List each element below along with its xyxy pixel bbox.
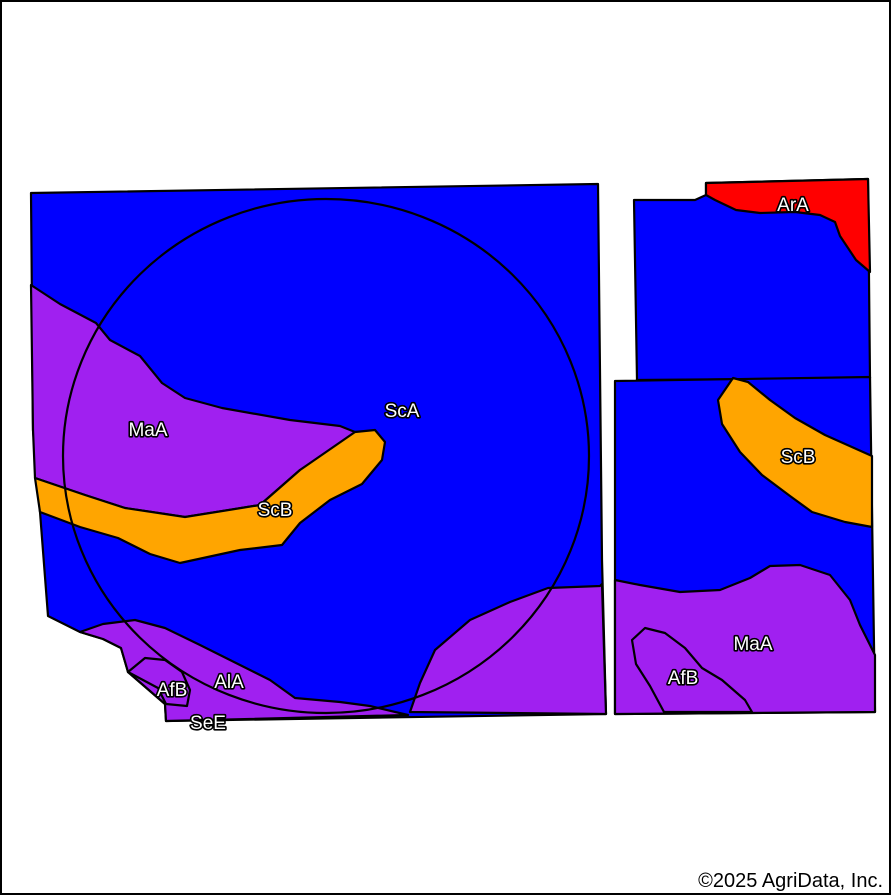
copyright-text: ©2025 AgriData, Inc. [698, 870, 883, 893]
label-maa-east: MaA [733, 634, 772, 655]
label-afb-west: AfB [157, 680, 188, 701]
label-scb-west: ScB [258, 500, 293, 521]
label-scb-east: ScB [781, 447, 816, 468]
label-ala: AlA [214, 672, 244, 693]
label-afb-east: AfB [668, 668, 699, 689]
label-ara: ArA [777, 195, 809, 216]
label-see: SeE [190, 713, 226, 734]
label-maa-west: MaA [128, 420, 167, 441]
label-sca: ScA [385, 401, 420, 422]
